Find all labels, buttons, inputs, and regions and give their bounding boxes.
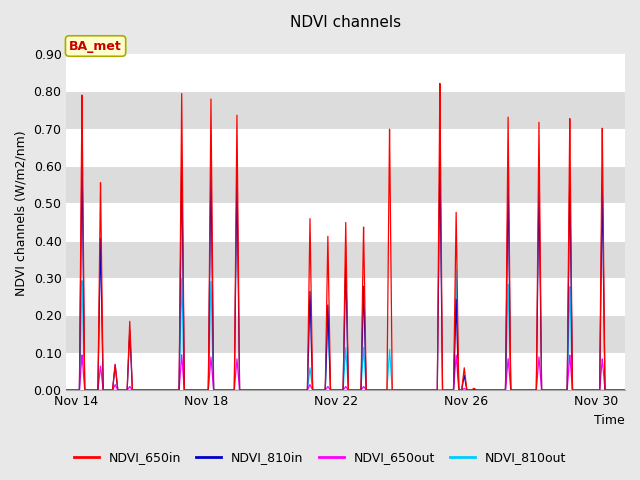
- Title: NDVI channels: NDVI channels: [290, 15, 401, 30]
- Bar: [67, 54, 625, 91]
- Text: BA_met: BA_met: [69, 39, 122, 52]
- Y-axis label: NDVI channels (W/m2/nm): NDVI channels (W/m2/nm): [15, 130, 28, 296]
- Bar: [67, 166, 625, 204]
- Bar: [67, 353, 625, 390]
- Bar: [67, 204, 625, 241]
- Legend: NDVI_650in, NDVI_810in, NDVI_650out, NDVI_810out: NDVI_650in, NDVI_810in, NDVI_650out, NDV…: [68, 446, 572, 469]
- Bar: [67, 91, 625, 129]
- X-axis label: Time: Time: [595, 414, 625, 427]
- Bar: [67, 241, 625, 278]
- Bar: [67, 129, 625, 166]
- Bar: [67, 315, 625, 353]
- Bar: [67, 278, 625, 315]
